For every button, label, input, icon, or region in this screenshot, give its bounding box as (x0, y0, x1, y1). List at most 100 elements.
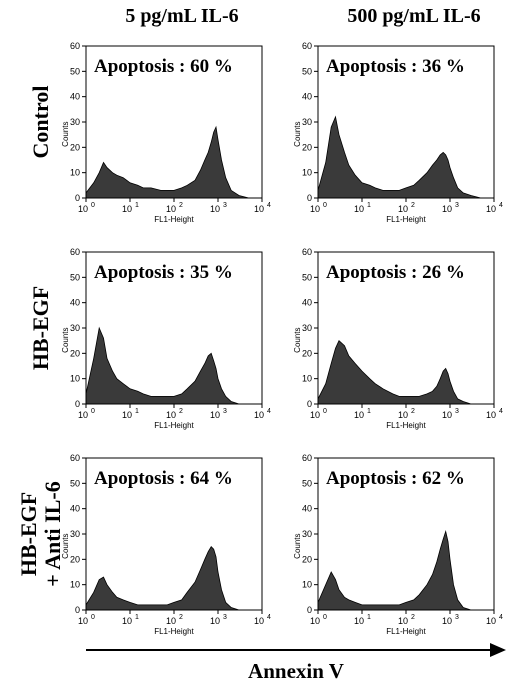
y-axis-title-5: Counts (293, 533, 302, 558)
y-tick-label-2-30: 30 (70, 323, 80, 333)
row-title-0-line-0: Control (28, 86, 53, 159)
x-tick-exp-3-1: 1 (367, 408, 371, 415)
x-tick-label-4-0: 10 (78, 616, 88, 626)
x-tick-exp-0-2: 2 (179, 202, 183, 209)
y-tick-label-0-0: 0 (75, 193, 80, 203)
x-tick-label-5-2: 10 (398, 616, 408, 626)
x-tick-exp-4-4: 4 (267, 614, 271, 621)
annexin-v-label: Annexin V (248, 659, 344, 683)
x-tick-label-3-1: 10 (354, 410, 364, 420)
apoptosis-annotation-1: Apoptosis : 36 % (326, 56, 465, 77)
row-title-1-line-0: HB-EGF (28, 286, 53, 370)
apoptosis-annotation-5: Apoptosis : 62 % (326, 468, 465, 489)
x-axis-title-3: FL1-Height (386, 421, 426, 430)
histogram-area-0 (85, 125, 262, 199)
y-tick-label-0-60: 60 (70, 41, 80, 51)
y-tick-label-0-10: 10 (70, 168, 80, 178)
y-tick-label-0-30: 30 (70, 117, 80, 127)
x-tick-label-1-3: 10 (442, 204, 452, 214)
x-tick-exp-5-3: 3 (455, 614, 459, 621)
y-tick-label-4-20: 20 (70, 554, 80, 564)
x-tick-label-1-1: 10 (354, 204, 364, 214)
y-tick-label-1-50: 50 (302, 66, 312, 76)
y-tick-label-2-50: 50 (70, 272, 80, 282)
y-axis-title-3: Counts (293, 327, 302, 352)
x-axis-title-5: FL1-Height (386, 627, 426, 636)
y-tick-label-3-50: 50 (302, 272, 312, 282)
y-axis-title-2: Counts (61, 327, 70, 352)
apoptosis-annotation-2: Apoptosis : 35 % (94, 262, 233, 283)
column-titles: 5 pg/mL IL-6 500 pg/mL IL-6 (125, 5, 480, 27)
y-tick-label-4-50: 50 (70, 478, 80, 488)
x-tick-label-5-1: 10 (354, 616, 364, 626)
x-tick-exp-1-3: 3 (455, 202, 459, 209)
y-tick-label-3-60: 60 (302, 247, 312, 257)
y-tick-label-0-40: 40 (70, 92, 80, 102)
y-tick-label-3-30: 30 (302, 323, 312, 333)
x-tick-exp-1-1: 1 (367, 202, 371, 209)
x-tick-label-2-4: 10 (254, 410, 264, 420)
x-tick-label-5-4: 10 (486, 616, 496, 626)
x-tick-exp-4-3: 3 (223, 614, 227, 621)
x-tick-label-4-2: 10 (166, 616, 176, 626)
apoptosis-annotation-4: Apoptosis : 64 % (94, 468, 233, 489)
apoptosis-annotation-3: Apoptosis : 26 % (326, 262, 465, 283)
y-tick-label-3-20: 20 (302, 348, 312, 358)
annexin-axis-arrow: Annexin V (86, 643, 506, 683)
x-tick-label-2-2: 10 (166, 410, 176, 420)
x-tick-label-4-3: 10 (210, 616, 220, 626)
x-tick-exp-3-4: 4 (499, 408, 503, 415)
y-tick-label-0-20: 20 (70, 142, 80, 152)
x-tick-exp-5-4: 4 (499, 614, 503, 621)
y-tick-label-1-10: 10 (302, 168, 312, 178)
x-tick-exp-5-2: 2 (411, 614, 415, 621)
y-tick-label-4-0: 0 (75, 605, 80, 615)
arrow-head (490, 643, 506, 657)
x-tick-exp-0-3: 3 (223, 202, 227, 209)
x-tick-label-0-3: 10 (210, 204, 220, 214)
x-tick-exp-2-1: 1 (135, 408, 139, 415)
column-title-500pg: 500 pg/mL IL-6 (347, 5, 480, 27)
x-tick-label-2-3: 10 (210, 410, 220, 420)
y-tick-label-5-60: 60 (302, 453, 312, 463)
y-tick-label-5-30: 30 (302, 529, 312, 539)
y-tick-label-4-60: 60 (70, 453, 80, 463)
x-tick-label-1-2: 10 (398, 204, 408, 214)
y-tick-label-2-10: 10 (70, 374, 80, 384)
x-tick-label-3-2: 10 (398, 410, 408, 420)
x-tick-label-5-0: 10 (310, 616, 320, 626)
y-tick-label-4-30: 30 (70, 529, 80, 539)
x-tick-label-0-4: 10 (254, 204, 264, 214)
y-tick-label-3-0: 0 (307, 399, 312, 409)
x-tick-label-1-4: 10 (486, 204, 496, 214)
x-tick-exp-3-3: 3 (455, 408, 459, 415)
x-tick-label-3-0: 10 (310, 410, 320, 420)
y-tick-label-2-20: 20 (70, 348, 80, 358)
y-tick-label-1-60: 60 (302, 41, 312, 51)
x-tick-label-0-1: 10 (122, 204, 132, 214)
x-tick-label-1-0: 10 (310, 204, 320, 214)
y-tick-label-4-40: 40 (70, 504, 80, 514)
apoptosis-annotation-0: Apoptosis : 60 % (94, 56, 233, 77)
y-tick-label-5-40: 40 (302, 504, 312, 514)
x-tick-exp-5-1: 1 (367, 614, 371, 621)
x-tick-label-0-0: 10 (78, 204, 88, 214)
x-tick-exp-2-0: 0 (91, 408, 95, 415)
x-tick-exp-0-4: 4 (267, 202, 271, 209)
y-axis-title-0: Counts (61, 121, 70, 146)
x-tick-exp-3-0: 0 (323, 408, 327, 415)
x-tick-label-3-3: 10 (442, 410, 452, 420)
x-tick-exp-5-0: 0 (323, 614, 327, 621)
x-axis-title-0: FL1-Height (154, 215, 194, 224)
x-tick-exp-2-2: 2 (179, 408, 183, 415)
x-tick-exp-0-0: 0 (91, 202, 95, 209)
x-axis-title-2: FL1-Height (154, 421, 194, 430)
